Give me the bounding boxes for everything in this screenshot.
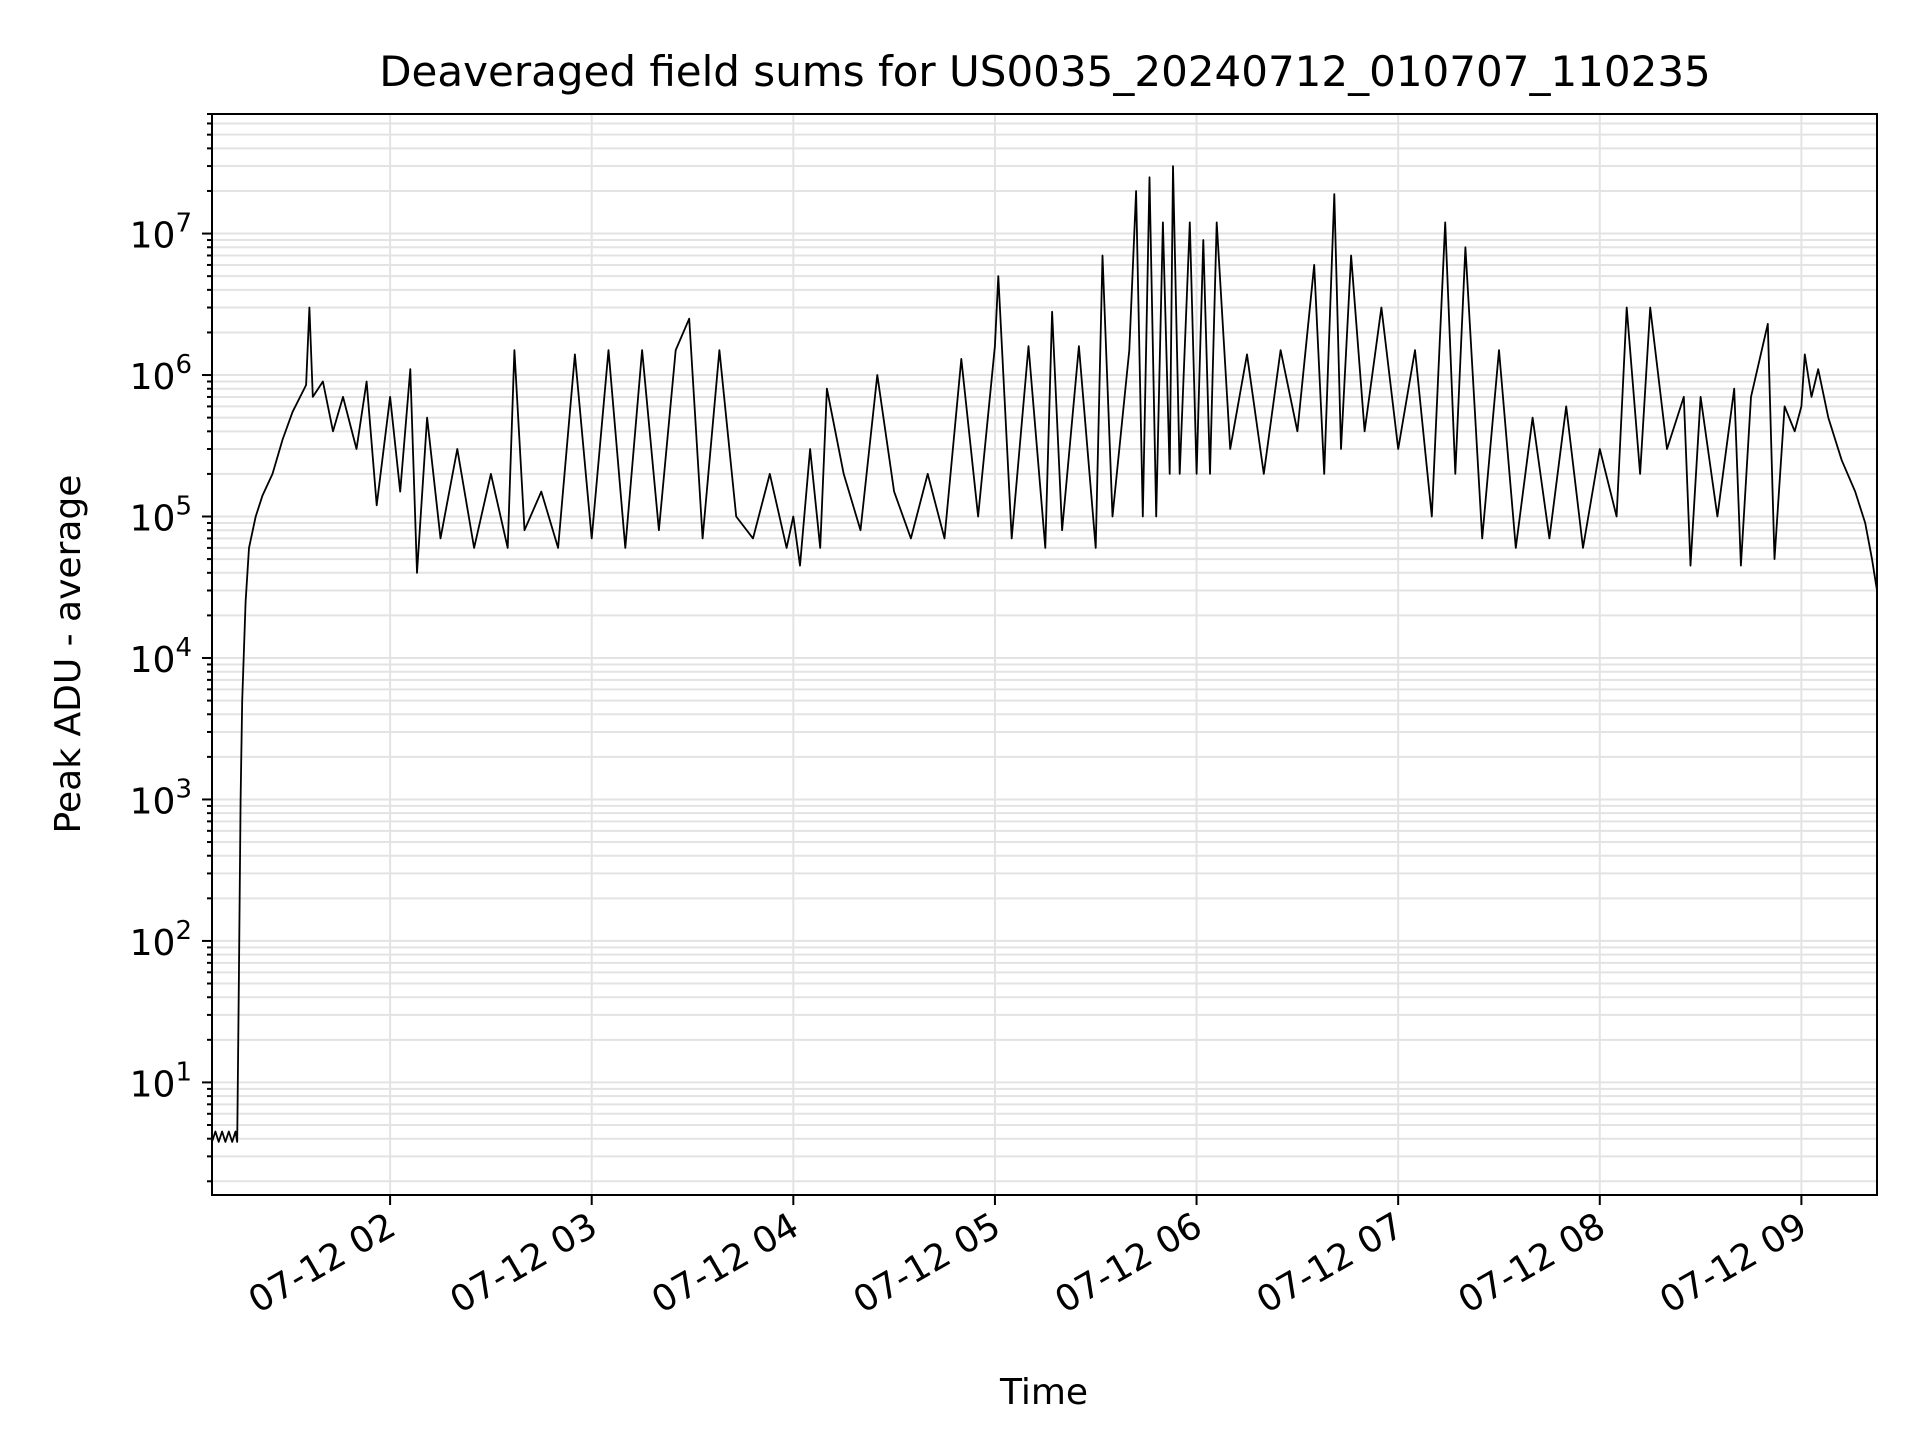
y-axis-label: Peak ADU - average — [48, 475, 89, 834]
plot-frame — [211, 113, 1878, 1196]
series-line-group — [211, 165, 1878, 1143]
series-line — [211, 165, 1878, 1143]
y-tick-label: 101 — [130, 1057, 192, 1105]
y-tick-label: 103 — [130, 774, 192, 822]
y-tick-label: 104 — [130, 633, 192, 681]
y-tick-label: 106 — [130, 350, 192, 398]
chart-title: Deaveraged field sums for US0035_2024071… — [379, 47, 1711, 96]
y-tick-label: 105 — [130, 492, 192, 540]
y-tick-label: 107 — [130, 209, 192, 257]
y-axis: 101 102 103 104 105 106 107 — [130, 113, 212, 1183]
grid — [212, 113, 1877, 1195]
y-tick-label: 102 — [130, 916, 192, 964]
x-axis-label: Time — [999, 1372, 1088, 1413]
